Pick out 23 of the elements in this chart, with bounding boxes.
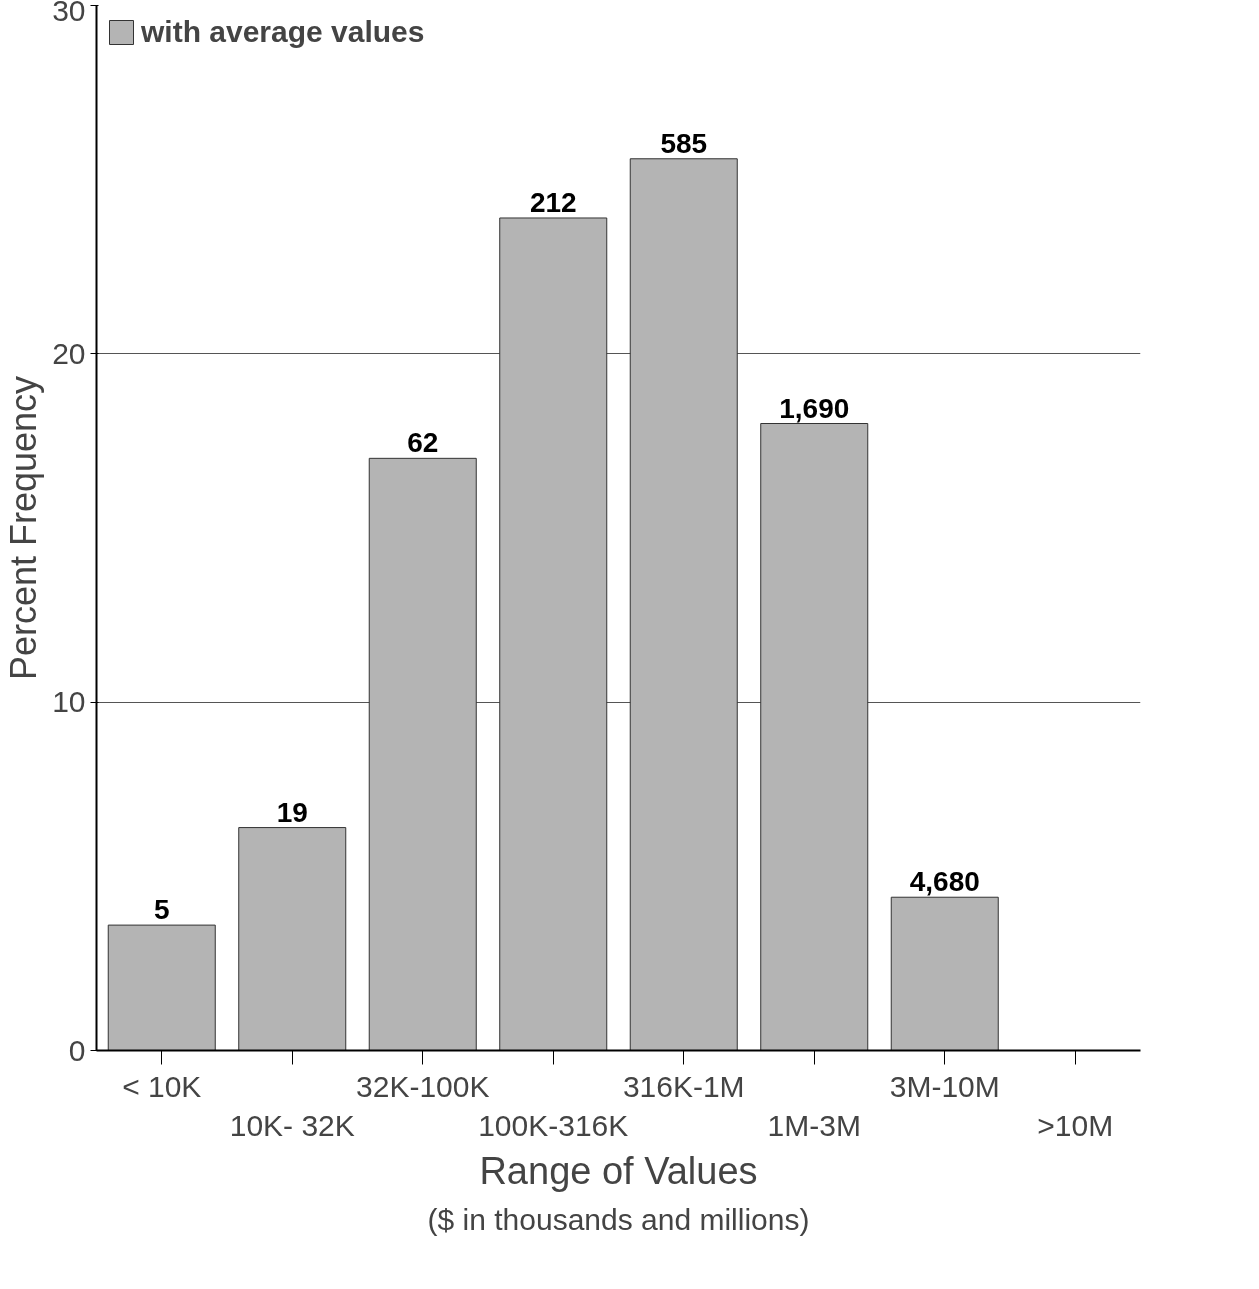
annotation: 5 [153,894,170,926]
annotation: 62 [407,427,439,459]
x-tick-label: < 10K [122,1069,202,1103]
annotation: 19 [276,796,308,828]
legend-label: with average values [141,15,425,49]
x-tick-label: 3M-10M [889,1069,1000,1103]
annotation: 4,680 [909,866,980,898]
x-axis-title: Range of Values [479,1150,758,1193]
annotation: 1,690 [779,392,850,424]
y-tick-label: 20 [52,336,86,370]
x-tick-label: 32K-100K [356,1069,490,1103]
annotation: 585 [660,127,708,159]
x-tick-label: 1M-3M [767,1109,861,1143]
y-tick-label: 0 [68,1033,86,1067]
x-tick-label: >10M [1037,1109,1114,1143]
y-tick-label: 30 [52,0,86,27]
y-axis-title: Percent Frequency [3,375,45,681]
x-tick-label: 316K-1M [622,1069,745,1103]
text: ($ in thousands and millions) [427,1202,810,1236]
x-tick-label: 10K- 32K [229,1109,355,1143]
annotation: 212 [529,186,577,218]
y-tick-label: 10 [52,685,86,719]
x-tick-label: 100K-316K [478,1109,629,1143]
